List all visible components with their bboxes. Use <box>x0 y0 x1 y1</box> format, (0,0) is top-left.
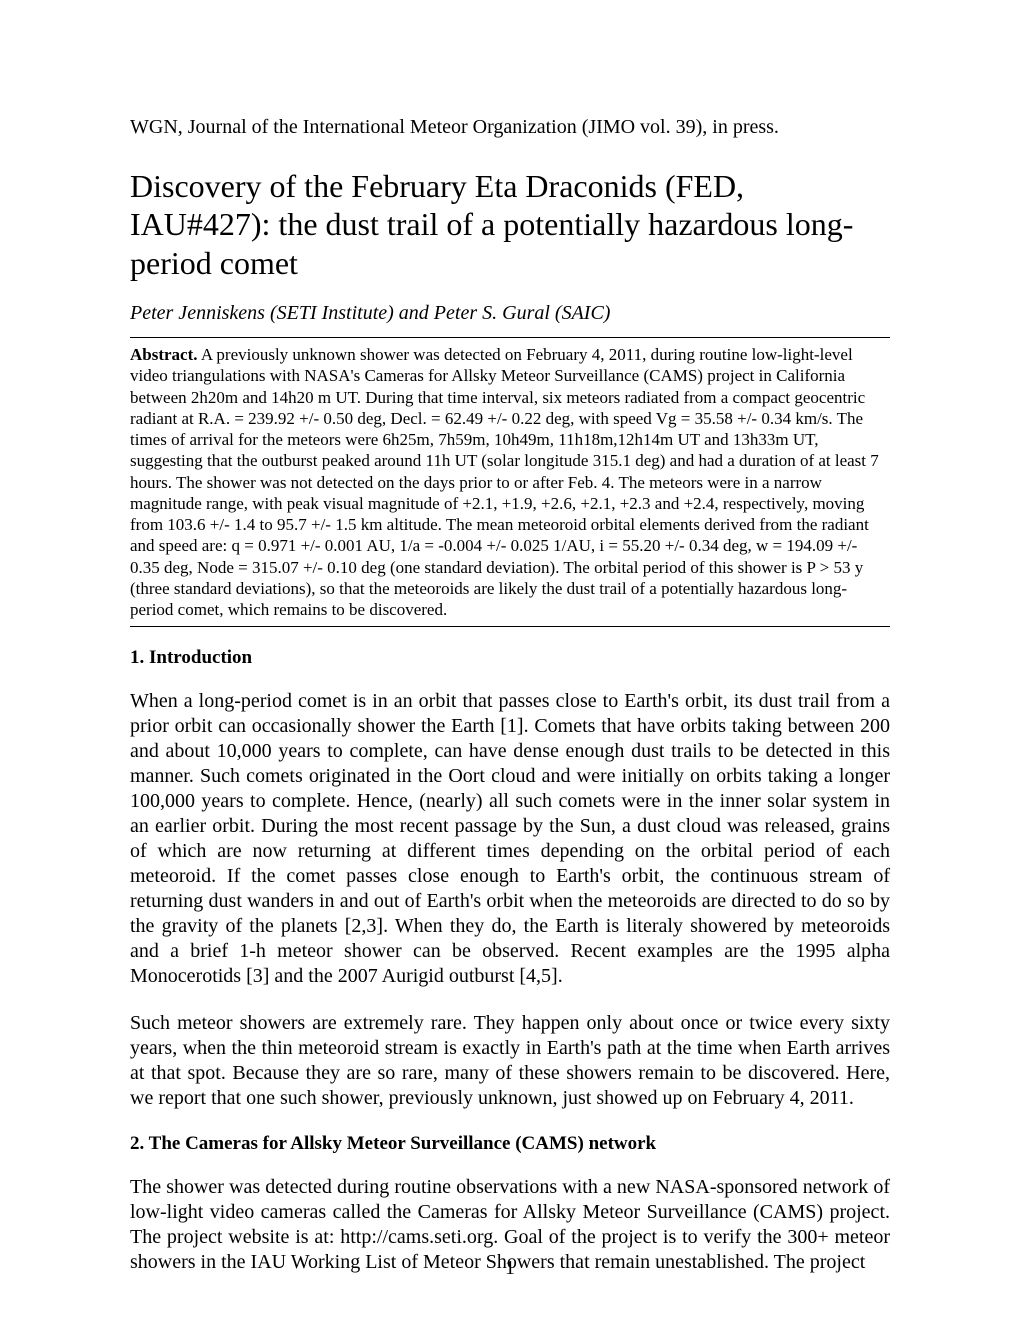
divider-top <box>130 337 890 338</box>
abstract-block: Abstract. A previously unknown shower wa… <box>130 344 890 620</box>
section-2-heading: 2. The Cameras for Allsky Meteor Surveil… <box>130 1133 890 1155</box>
page-number: 1 <box>0 1257 1020 1280</box>
paper-title: Discovery of the February Eta Draconids … <box>130 167 890 282</box>
section-1-heading: 1. Introduction <box>130 647 890 669</box>
abstract-label: Abstract. <box>130 345 198 364</box>
journal-reference: WGN, Journal of the International Meteor… <box>130 116 890 139</box>
paper-authors: Peter Jenniskens (SETI Institute) and Pe… <box>130 302 890 325</box>
divider-bottom <box>130 626 890 627</box>
abstract-text: A previously unknown shower was detected… <box>130 345 879 619</box>
section-1-paragraph-2: Such meteor showers are extremely rare. … <box>130 1011 890 1111</box>
section-1-paragraph-1: When a long-period comet is in an orbit … <box>130 689 890 989</box>
